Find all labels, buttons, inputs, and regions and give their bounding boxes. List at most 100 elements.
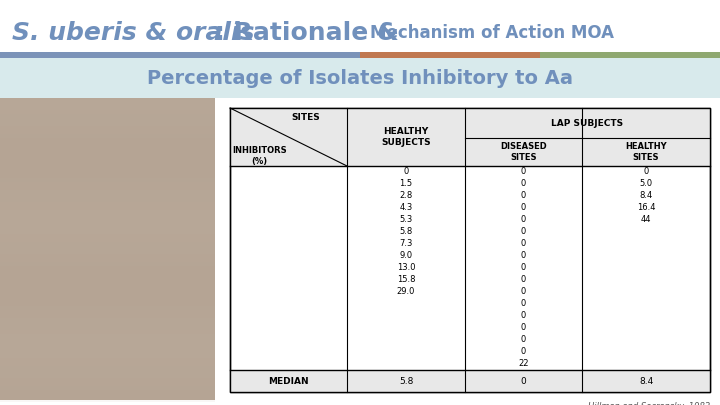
Text: 29.0: 29.0 — [397, 288, 415, 296]
Text: 0: 0 — [521, 335, 526, 345]
Bar — [0, 234, 215, 238]
Text: : Rationale &: : Rationale & — [215, 21, 408, 45]
Bar — [0, 362, 215, 366]
Text: 1.5: 1.5 — [400, 179, 413, 188]
Bar — [0, 126, 215, 130]
Text: 5.8: 5.8 — [399, 377, 413, 386]
Bar — [0, 134, 215, 138]
Text: Hillman and Socransky, 1982: Hillman and Socransky, 1982 — [588, 402, 710, 405]
Text: 0: 0 — [521, 203, 526, 213]
Text: 4.3: 4.3 — [400, 203, 413, 213]
Bar — [230, 108, 710, 392]
Bar — [0, 122, 215, 126]
Text: 16.4: 16.4 — [636, 203, 655, 213]
Text: INHIBITORS
(%): INHIBITORS (%) — [232, 146, 287, 166]
Text: 0: 0 — [521, 192, 526, 200]
Bar — [0, 266, 215, 270]
Bar — [0, 302, 215, 306]
Text: SITES: SITES — [292, 113, 320, 122]
Bar — [0, 206, 215, 210]
Bar — [0, 390, 215, 394]
Bar — [0, 382, 215, 386]
Bar — [0, 346, 215, 350]
Text: 0: 0 — [644, 168, 649, 177]
Text: 5.8: 5.8 — [400, 228, 413, 237]
Text: 0: 0 — [521, 239, 526, 249]
Bar — [0, 170, 215, 174]
Bar — [0, 330, 215, 334]
Bar — [0, 118, 215, 122]
Bar — [0, 370, 215, 374]
Text: 0: 0 — [521, 324, 526, 333]
Bar — [0, 198, 215, 202]
Bar — [360, 52, 540, 58]
Text: 15.8: 15.8 — [397, 275, 415, 284]
Text: 5.0: 5.0 — [639, 179, 652, 188]
Bar — [0, 146, 215, 150]
Bar — [0, 274, 215, 278]
Text: 0: 0 — [521, 264, 526, 273]
Text: DISEASED
SITES: DISEASED SITES — [500, 142, 547, 162]
Bar — [0, 246, 215, 250]
Bar — [0, 162, 215, 166]
Bar — [230, 370, 710, 392]
Text: 9.0: 9.0 — [400, 252, 413, 260]
Bar — [0, 278, 215, 282]
Bar — [0, 230, 215, 234]
Bar — [0, 318, 215, 322]
Bar — [0, 306, 215, 310]
Bar — [0, 250, 215, 254]
Bar — [0, 218, 215, 222]
Bar — [0, 110, 215, 114]
Text: 44: 44 — [641, 215, 652, 224]
Bar — [0, 210, 215, 214]
Bar — [0, 366, 215, 370]
Text: 0: 0 — [521, 179, 526, 188]
Text: 0: 0 — [521, 377, 526, 386]
Text: 0: 0 — [521, 215, 526, 224]
Bar — [0, 350, 215, 354]
Bar — [0, 322, 215, 326]
Bar — [0, 354, 215, 358]
Text: 0: 0 — [521, 347, 526, 356]
Text: Mechanism of Action MOA: Mechanism of Action MOA — [370, 24, 614, 42]
Text: 0: 0 — [521, 300, 526, 309]
Bar — [0, 298, 215, 302]
Bar — [0, 386, 215, 390]
Bar — [0, 158, 215, 162]
Bar — [0, 114, 215, 118]
Bar — [0, 130, 215, 134]
Bar — [0, 186, 215, 190]
Text: 0: 0 — [521, 311, 526, 320]
Text: 8.4: 8.4 — [639, 192, 652, 200]
Bar — [0, 342, 215, 346]
Bar — [0, 334, 215, 338]
Bar — [0, 290, 215, 294]
Bar — [0, 52, 180, 58]
Text: 8.4: 8.4 — [639, 377, 653, 386]
Bar — [0, 166, 215, 170]
Bar — [0, 182, 215, 186]
Text: 5.3: 5.3 — [400, 215, 413, 224]
Bar — [180, 52, 360, 58]
Bar — [0, 242, 215, 246]
Text: 22: 22 — [518, 360, 528, 369]
Bar — [0, 394, 215, 398]
Bar — [0, 178, 215, 182]
Bar — [0, 294, 215, 298]
Bar — [0, 222, 215, 226]
Bar — [0, 262, 215, 266]
Text: 2.8: 2.8 — [400, 192, 413, 200]
Text: 0: 0 — [521, 275, 526, 284]
Bar — [0, 258, 215, 262]
Bar — [0, 214, 215, 218]
Text: 0: 0 — [521, 168, 526, 177]
Text: S. uberis & oralis: S. uberis & oralis — [12, 21, 254, 45]
Text: Percentage of Isolates Inhibitory to Aa: Percentage of Isolates Inhibitory to Aa — [147, 68, 573, 87]
Bar — [0, 98, 215, 400]
Text: MEDIAN: MEDIAN — [268, 377, 309, 386]
Bar — [0, 286, 215, 290]
Bar — [0, 190, 215, 194]
Bar — [0, 174, 215, 178]
Text: HEALTHY
SITES: HEALTHY SITES — [625, 142, 667, 162]
